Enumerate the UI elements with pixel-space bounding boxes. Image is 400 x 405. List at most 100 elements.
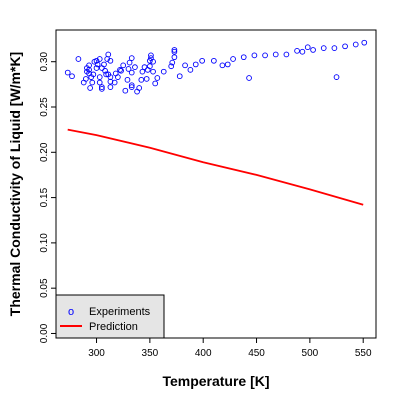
legend: o Experiments Prediction [55, 294, 165, 339]
experiment-point [192, 61, 199, 68]
y-tick-label: 0.30 [39, 52, 50, 72]
experiment-point [171, 48, 178, 55]
experiment-point [128, 82, 135, 89]
experiment-point [105, 51, 112, 58]
experiment-point [96, 74, 103, 80]
experiment-point [361, 39, 368, 46]
y-tick-label: 0.10 [39, 233, 50, 253]
experiment-point [152, 80, 159, 87]
experiment-point [168, 63, 175, 70]
experiment-point [272, 51, 279, 58]
experiment-point [283, 51, 290, 58]
x-tick-label: 400 [195, 348, 212, 359]
experiment-point [320, 45, 327, 51]
experiment-point [219, 62, 226, 69]
experiment-point [138, 76, 145, 83]
y-axis: 0.00 0.05 0.10 0.15 0.20 0.25 0.30 [39, 52, 56, 343]
experiment-point [240, 54, 247, 61]
experiment-point [150, 58, 156, 65]
experiment-point [107, 57, 114, 64]
experiment-point [99, 84, 105, 90]
experiment-point [122, 87, 129, 94]
experiment-point [169, 59, 176, 66]
experiment-point [147, 63, 153, 70]
y-tick-label: 0.15 [39, 187, 50, 207]
experiment-point [211, 57, 217, 64]
experiment-point [299, 48, 306, 55]
experiment-point [93, 65, 100, 71]
experiment-point [150, 68, 156, 75]
experiment-point [199, 57, 205, 64]
experiment-point [96, 79, 103, 86]
legend-box [55, 294, 165, 339]
experiment-point [125, 66, 132, 72]
experiment-point [83, 76, 89, 82]
experiment-point [86, 67, 92, 73]
experiment-point [75, 56, 82, 62]
y-tick-label: 0.20 [39, 142, 50, 162]
y-tick-label: 0.05 [39, 278, 50, 298]
experiment-point [64, 69, 71, 76]
experiment-point [176, 73, 183, 80]
experiment-point [128, 69, 135, 76]
experiment-point [352, 41, 359, 48]
legend-prediction-label: Prediction [89, 321, 138, 333]
experiment-point [111, 79, 118, 86]
experiment-point [143, 76, 150, 82]
y-tick-label: 0.25 [39, 97, 50, 117]
experiment-point [118, 67, 124, 74]
experiment-point [331, 45, 338, 51]
experiment-point [154, 75, 161, 81]
experiment-point [304, 44, 311, 51]
experiment-point [103, 71, 109, 78]
experiment-point [171, 54, 178, 61]
experiment-point [126, 59, 133, 66]
experiment-point [147, 57, 153, 64]
experiment-point [101, 61, 107, 68]
experiment-point [141, 64, 148, 70]
experiment-point [89, 79, 96, 86]
experiment-point [294, 47, 300, 54]
experiment-point [128, 55, 135, 61]
experiment-point [107, 84, 114, 90]
experiment-point [96, 56, 103, 62]
experiment-point [262, 52, 268, 59]
experiment-point [128, 84, 135, 90]
experiment-point [87, 85, 93, 91]
y-axis-title: Thermal Conductivity of Liquid [W/m*K] [7, 52, 23, 316]
experiment-point [171, 47, 178, 53]
experiment-point [99, 86, 105, 92]
experiment-point [224, 61, 231, 68]
experiment-point [69, 73, 75, 80]
x-tick-label: 500 [302, 348, 319, 359]
experiment-point [139, 68, 146, 75]
experiment-point [115, 74, 121, 80]
experiment-point [251, 52, 258, 59]
x-tick-label: 550 [355, 348, 372, 359]
experiment-point [187, 67, 194, 73]
experiment-point [90, 71, 97, 78]
legend-experiments-label: Experiments [89, 306, 151, 318]
experiment-point [117, 67, 123, 73]
experiment-point [93, 57, 100, 64]
x-axis: 300 350 400 450 500 550 [88, 338, 372, 359]
experiment-point [230, 56, 236, 62]
experiment-point [182, 62, 188, 69]
experiment-point [310, 47, 316, 53]
x-tick-label: 300 [88, 348, 105, 359]
plot-frame [55, 29, 377, 339]
x-tick-label: 350 [142, 348, 159, 359]
experiments-series [64, 39, 368, 95]
experiment-point [132, 64, 138, 70]
prediction-series [67, 128, 364, 206]
experiment-point [148, 52, 154, 59]
x-axis-title: Temperature [K] [162, 373, 269, 389]
legend-experiments-symbol: o [68, 306, 74, 318]
x-tick-label: 450 [248, 348, 265, 359]
experiment-point [160, 68, 167, 75]
y-tick-label: 0.00 [39, 323, 50, 343]
experiment-point [246, 75, 252, 81]
experiment-point [333, 74, 340, 80]
